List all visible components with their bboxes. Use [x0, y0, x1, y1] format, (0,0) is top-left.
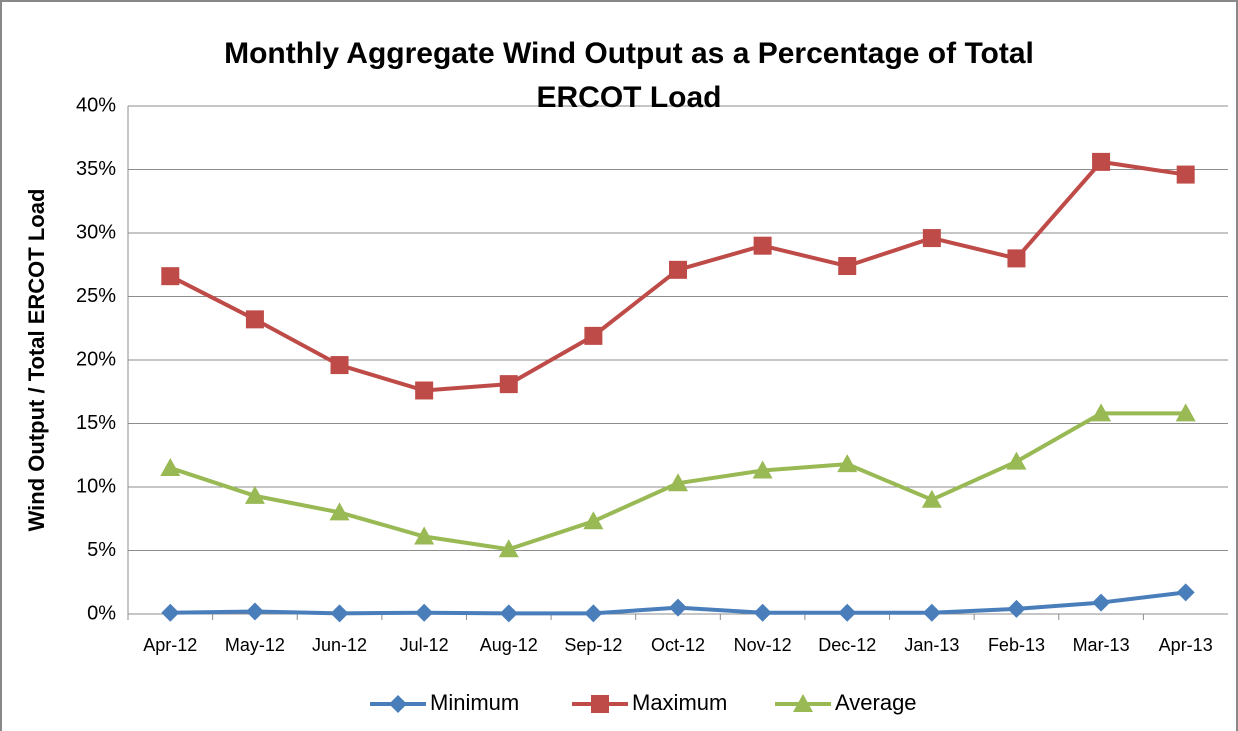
- marker: [922, 603, 941, 622]
- y-tick-label: 40%: [76, 94, 116, 116]
- marker: [161, 603, 180, 622]
- marker: [669, 260, 687, 279]
- marker: [838, 257, 857, 276]
- marker: [1176, 583, 1195, 602]
- x-tick-label: May-12: [225, 635, 285, 655]
- x-tick-label: Apr-12: [143, 635, 197, 655]
- marker: [415, 381, 434, 400]
- x-tick-label: Oct-12: [651, 635, 705, 655]
- marker: [415, 603, 434, 622]
- marker: [499, 604, 518, 623]
- marker: [1007, 599, 1026, 618]
- x-tick-label: Jul-12: [400, 635, 449, 655]
- x-tick-label: Feb-13: [988, 635, 1045, 655]
- x-tick-label: Dec-12: [818, 635, 876, 655]
- y-tick-label: 20%: [76, 348, 116, 370]
- y-tick-label: 35%: [76, 158, 116, 180]
- marker: [330, 356, 349, 375]
- marker: [583, 511, 604, 530]
- marker: [753, 236, 772, 255]
- y-tick-label: 30%: [76, 221, 116, 243]
- marker: [161, 267, 180, 286]
- marker: [1091, 403, 1112, 422]
- marker: [753, 603, 772, 622]
- x-tick-label: Sep-12: [564, 635, 622, 655]
- x-tick-label: Jan-13: [904, 635, 959, 655]
- marker: [330, 604, 349, 623]
- chart-title: Monthly Aggregate Wind Output as a Perce…: [224, 37, 1034, 114]
- marker: [1006, 451, 1027, 470]
- marker: [752, 460, 773, 479]
- marker: [1092, 593, 1111, 612]
- marker: [245, 602, 264, 621]
- y-tick-label: 25%: [76, 285, 116, 307]
- y-axis-label: Wind Output / Total ERCOT Load: [24, 189, 49, 532]
- x-tick-label: Apr-13: [1159, 635, 1213, 655]
- marker: [414, 526, 435, 545]
- marker: [498, 539, 519, 558]
- marker: [668, 473, 688, 492]
- marker: [389, 695, 407, 713]
- marker: [1092, 152, 1111, 171]
- marker: [1176, 165, 1195, 184]
- marker: [160, 457, 181, 476]
- marker: [584, 326, 603, 345]
- marker: [838, 603, 857, 622]
- x-tick-label: Mar-13: [1073, 635, 1130, 655]
- marker: [1175, 403, 1196, 422]
- y-tick-label: 10%: [76, 475, 116, 497]
- x-tick-label: Aug-12: [480, 635, 538, 655]
- y-tick-label: 15%: [76, 412, 116, 434]
- marker: [922, 229, 941, 248]
- y-tick-label: 0%: [87, 602, 116, 624]
- y-tick-label: 5%: [87, 539, 116, 561]
- x-tick-label: Jun-12: [312, 635, 367, 655]
- legend-label: Maximum: [632, 690, 727, 715]
- legend-label: Average: [835, 690, 917, 715]
- marker: [1007, 249, 1026, 268]
- marker: [584, 604, 603, 623]
- x-tick-label: Nov-12: [734, 635, 792, 655]
- marker: [244, 485, 265, 504]
- marker: [837, 454, 858, 473]
- marker: [793, 694, 813, 712]
- marker: [921, 489, 942, 508]
- marker: [329, 502, 350, 521]
- legend-label: Minimum: [430, 690, 519, 715]
- marker: [591, 695, 609, 713]
- marker: [245, 310, 264, 329]
- marker: [669, 598, 687, 617]
- marker: [499, 375, 518, 394]
